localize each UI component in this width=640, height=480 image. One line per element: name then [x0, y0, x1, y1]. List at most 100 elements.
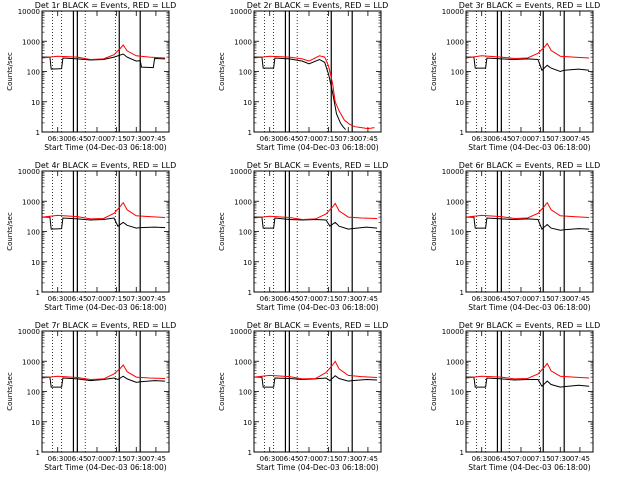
- y-tick-label: 1000: [446, 198, 464, 206]
- x-tick-label: 06:45: [67, 295, 87, 303]
- x-tick-label: 06:45: [67, 135, 87, 143]
- x-tick-label: 07:15: [531, 295, 551, 303]
- y-tick-label: 1000: [234, 198, 252, 206]
- x-tick-label: 06:30: [260, 455, 280, 463]
- y-tick-label: 1: [248, 289, 252, 297]
- x-tick-label: 07:45: [146, 295, 166, 303]
- y-tick-label: 100: [239, 229, 252, 237]
- y-tick-label: 10: [31, 99, 40, 107]
- x-axis-label: Start Time (04-Dec-03 06:18:00): [468, 143, 590, 152]
- x-tick-label: 07:45: [358, 135, 378, 143]
- y-axis-label: Counts/sec: [6, 372, 14, 411]
- x-tick-label: 07:30: [126, 455, 146, 463]
- x-tick-label: 06:30: [472, 295, 492, 303]
- x-tick-label: 07:00: [511, 455, 531, 463]
- plot-frame: [465, 330, 594, 453]
- x-tick-label: 06:45: [491, 455, 511, 463]
- x-tick-label: 07:45: [358, 455, 378, 463]
- x-tick-label: 07:00: [299, 295, 319, 303]
- y-tick-label: 100: [239, 69, 252, 77]
- subplot-det-2: Det 2r BLACK = Events, RED = LLD 1 10 100 10…: [218, 1, 388, 152]
- x-tick-label: 07:45: [570, 295, 590, 303]
- y-tick-label: 1000: [234, 358, 252, 366]
- y-tick-label: 10: [243, 419, 252, 427]
- y-tick-label: 10: [455, 99, 464, 107]
- x-tick-label: 07:15: [319, 455, 339, 463]
- events-series-line: [42, 375, 166, 388]
- x-axis-label: Start Time (04-Dec-03 06:18:00): [256, 303, 378, 312]
- y-tick-label: 1: [248, 129, 252, 137]
- y-tick-label: 10: [31, 419, 40, 427]
- x-tick-label: 07:30: [126, 135, 146, 143]
- y-tick-label: 1: [460, 129, 464, 137]
- y-tick-label: 1: [460, 449, 464, 457]
- lld-series-line: [465, 201, 590, 220]
- x-axis-label: Start Time (04-Dec-03 06:18:00): [468, 303, 590, 312]
- y-tick-label: 1: [36, 449, 40, 457]
- x-tick-label: 07:45: [570, 455, 590, 463]
- events-series-line: [42, 53, 166, 70]
- x-tick-label: 06:30: [472, 455, 492, 463]
- y-axis-label: Counts/sec: [6, 212, 14, 251]
- y-tick-label: 10000: [442, 168, 464, 176]
- subplot-det-7: Det 7r BLACK = Events, RED = LLD 1 10 100 10…: [6, 321, 176, 472]
- y-axis-label: Counts/sec: [430, 212, 438, 251]
- lld-series-line: [253, 202, 378, 221]
- panel-title: Det 2r BLACK = Events, RED = LLD: [247, 1, 389, 10]
- plot-frame: [41, 10, 170, 133]
- lld-series-line: [253, 360, 378, 380]
- lld-series-line: [465, 362, 590, 380]
- y-axis-label: Counts/sec: [430, 372, 438, 411]
- subplot-det-9: Det 9r BLACK = Events, RED = LLD 1 10 100 10…: [430, 321, 600, 472]
- y-axis-label: Counts/sec: [218, 212, 226, 251]
- y-tick-label: 1: [248, 449, 252, 457]
- x-tick-label: 06:30: [260, 295, 280, 303]
- events-series-line: [254, 216, 378, 230]
- y-tick-label: 1000: [446, 38, 464, 46]
- subplot-det-4: Det 4r BLACK = Events, RED = LLD 1 10 100 10…: [6, 161, 176, 312]
- x-axis-label: Start Time (04-Dec-03 06:18:00): [44, 303, 166, 312]
- plot-frame: [253, 10, 382, 133]
- y-tick-label: 100: [27, 389, 40, 397]
- x-tick-label: 07:30: [338, 295, 358, 303]
- x-tick-label: 07:00: [87, 135, 107, 143]
- y-tick-label: 10000: [230, 328, 252, 336]
- y-tick-label: 10: [31, 259, 40, 267]
- subplot-det-5: Det 5r BLACK = Events, RED = LLD 1 10 100 10…: [218, 161, 388, 312]
- x-tick-label: 07:45: [570, 135, 590, 143]
- x-tick-label: 06:45: [491, 295, 511, 303]
- x-tick-label: 07:45: [146, 455, 166, 463]
- x-tick-label: 07:00: [87, 455, 107, 463]
- y-tick-label: 1: [460, 289, 464, 297]
- y-tick-label: 1: [36, 129, 40, 137]
- x-tick-label: 07:15: [107, 295, 127, 303]
- panel-title: Det 4r BLACK = Events, RED = LLD: [35, 161, 177, 170]
- y-tick-label: 1000: [22, 198, 40, 206]
- x-tick-label: 06:45: [491, 135, 511, 143]
- x-tick-label: 07:30: [550, 135, 570, 143]
- y-tick-label: 1000: [22, 358, 40, 366]
- events-series-line: [254, 56, 346, 130]
- panel-title: Det 8r BLACK = Events, RED = LLD: [247, 321, 389, 330]
- y-tick-label: 10000: [230, 8, 252, 16]
- x-tick-label: 07:00: [511, 135, 531, 143]
- x-tick-label: 06:30: [472, 135, 492, 143]
- y-tick-label: 100: [451, 69, 464, 77]
- x-tick-label: 07:30: [338, 455, 358, 463]
- subplot-det-6: Det 6r BLACK = Events, RED = LLD 1 10 100 10…: [430, 161, 600, 312]
- y-tick-label: 10000: [442, 8, 464, 16]
- x-tick-label: 06:45: [279, 135, 299, 143]
- y-tick-label: 10000: [230, 168, 252, 176]
- panel-title: Det 3r BLACK = Events, RED = LLD: [459, 1, 601, 10]
- y-tick-label: 100: [27, 69, 40, 77]
- y-tick-label: 10000: [18, 328, 40, 336]
- x-tick-label: 06:30: [48, 455, 68, 463]
- y-tick-label: 1000: [234, 38, 252, 46]
- y-axis-label: Counts/sec: [6, 52, 14, 91]
- x-tick-label: 06:45: [67, 455, 87, 463]
- y-tick-label: 10000: [442, 328, 464, 336]
- y-tick-label: 100: [239, 389, 252, 397]
- lld-series-line: [253, 55, 375, 130]
- lld-series-line: [465, 42, 590, 60]
